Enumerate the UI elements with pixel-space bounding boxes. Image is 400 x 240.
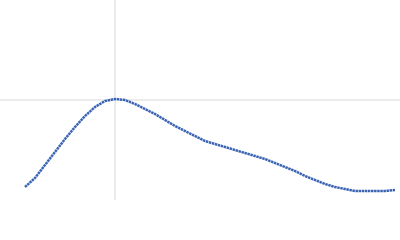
- chart: [0, 0, 400, 200]
- page: {"chart_data": {"type": "line", "x": [25…: [0, 0, 400, 200]
- data-line: [24, 97, 396, 193]
